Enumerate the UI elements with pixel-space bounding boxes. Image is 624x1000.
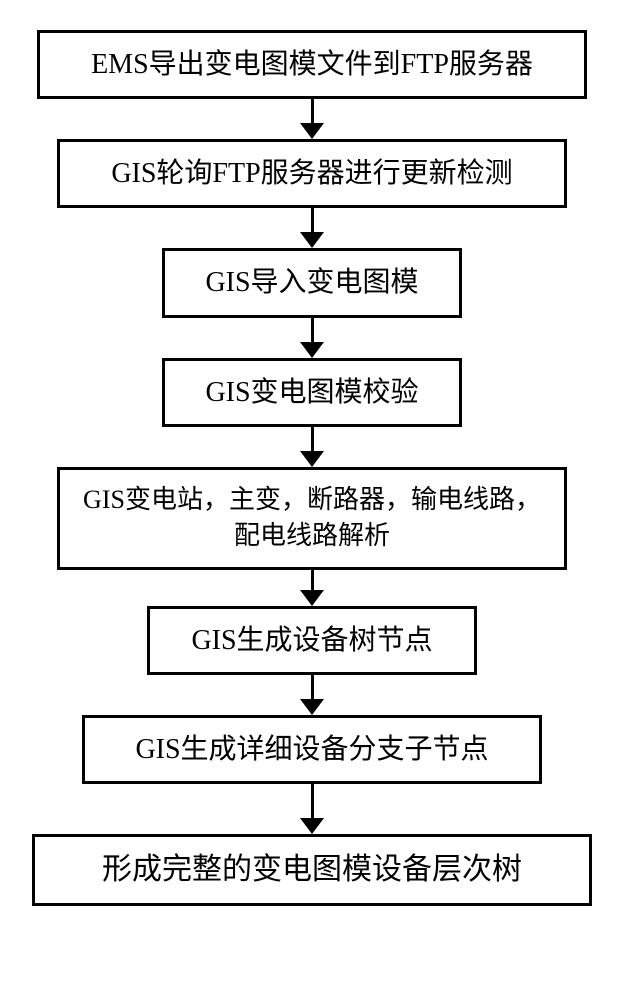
flowchart-arrow-7 [300, 784, 324, 834]
flowchart-node-3: GIS导入变电图模 [162, 248, 462, 317]
flowchart-arrow-3 [300, 318, 324, 358]
flowchart-node-1: EMS导出变电图模文件到FTP服务器 [37, 30, 587, 99]
flowchart-container: EMS导出变电图模文件到FTP服务器 GIS轮询FTP服务器进行更新检测 GIS… [0, 30, 624, 906]
flowchart-node-2: GIS轮询FTP服务器进行更新检测 [57, 139, 567, 208]
flowchart-arrow-4 [300, 427, 324, 467]
flowchart-arrow-2 [300, 208, 324, 248]
flowchart-arrow-5 [300, 570, 324, 606]
flowchart-node-4: GIS变电图模校验 [162, 358, 462, 427]
flowchart-node-8: 形成完整的变电图模设备层次树 [32, 834, 592, 906]
flowchart-node-7: GIS生成详细设备分支子节点 [82, 715, 542, 784]
flowchart-arrow-1 [300, 99, 324, 139]
flowchart-node-6: GIS生成设备树节点 [147, 606, 477, 675]
flowchart-arrow-6 [300, 675, 324, 715]
flowchart-node-5: GIS变电站，主变，断路器，输电线路，配电线路解析 [57, 467, 567, 570]
